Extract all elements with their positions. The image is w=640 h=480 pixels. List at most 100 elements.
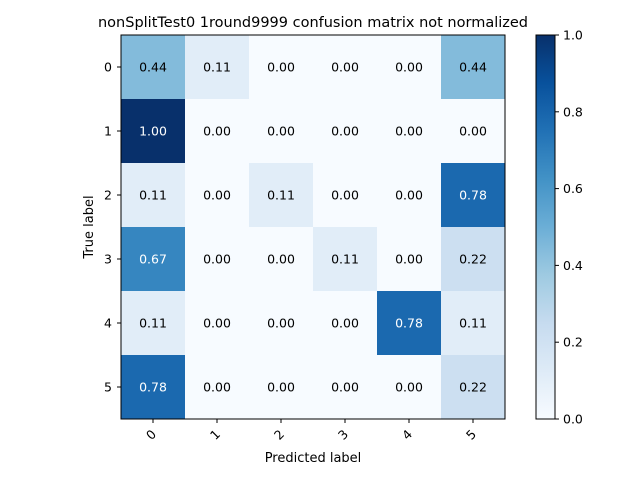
colorbar-tick-label: 0.8: [563, 104, 583, 119]
heatmap-cell: [441, 99, 506, 164]
heatmap-cell: [185, 227, 250, 292]
y-axis-label: True label: [82, 195, 97, 259]
heatmap-cell: [377, 35, 442, 100]
heatmap-cell: [377, 291, 442, 356]
heatmap-cell: [249, 99, 314, 164]
cell-value-label: 0.00: [331, 124, 359, 139]
cell-value-label: 0.67: [139, 252, 167, 267]
cell-value-label: 0.00: [267, 60, 295, 75]
heatmap-cell: [441, 163, 506, 228]
heatmap-cell: [377, 99, 442, 164]
cell-value-label: 0.00: [267, 124, 295, 139]
cell-value-label: 0.00: [395, 124, 423, 139]
cell-value-label: 0.00: [203, 252, 231, 267]
heatmap-cell: [377, 355, 442, 420]
cell-value-label: 0.11: [139, 316, 167, 331]
heatmap-cell: [377, 227, 442, 292]
colorbar-tick-label: 0.2: [563, 335, 583, 350]
cell-value-label: 0.00: [395, 252, 423, 267]
heatmap-cell: [249, 163, 314, 228]
heatmap-cell: [185, 355, 250, 420]
chart-title: nonSplitTest0 1round9999 confusion matri…: [98, 15, 528, 31]
heatmap-cell: [121, 291, 186, 356]
colorbar: [535, 34, 556, 420]
heatmap-cell: [185, 99, 250, 164]
cell-value-label: 0.00: [395, 380, 423, 395]
colorbar-ticks: 0.0 0.2 0.4 0.6 0.8 1.0: [555, 28, 583, 427]
cell-value-label: 0.22: [459, 252, 487, 267]
y-tick-label: 5: [104, 380, 112, 395]
x-tick-label: 3: [335, 427, 351, 443]
heatmap-cell: [313, 99, 378, 164]
heatmap-cell: [313, 163, 378, 228]
heatmap-cell: [121, 355, 186, 420]
cell-value-label: 0.00: [203, 188, 231, 203]
cell-value-label: 0.00: [203, 380, 231, 395]
cell-value-label: 0.00: [203, 316, 231, 331]
cell-value-label: 0.00: [267, 380, 295, 395]
x-tick-label: 1: [207, 427, 223, 443]
heatmap-cell: [249, 227, 314, 292]
y-tick-label: 0: [104, 60, 112, 75]
cell-value-label: 0.00: [331, 60, 359, 75]
cell-value-label: 0.00: [395, 60, 423, 75]
heatmap-cell: [249, 35, 314, 100]
cell-value-label: 0.11: [139, 188, 167, 203]
y-axis-ticks: 0 1 2 3 4 5: [104, 60, 121, 395]
heatmap-cells: [121, 35, 506, 420]
heatmap-cell: [313, 227, 378, 292]
y-tick-label: 4: [104, 316, 112, 331]
heatmap-cell: [313, 291, 378, 356]
heatmap-cell: [121, 35, 186, 100]
heatmap-cell-labels: 0.44 0.11 0.00 0.00 0.00 0.44 1.00 0.00 0.00 0.00…: [139, 60, 487, 395]
cell-value-label: 0.11: [203, 60, 231, 75]
heatmap-cell: [121, 227, 186, 292]
y-tick-label: 2: [104, 188, 112, 203]
cell-value-label: 0.00: [267, 316, 295, 331]
plot-frame: [120, 34, 506, 420]
heatmap-cell: [313, 35, 378, 100]
heatmap-cell: [121, 163, 186, 228]
cell-value-label: 0.11: [267, 188, 295, 203]
heatmap-cell: [185, 163, 250, 228]
y-tick-label: 1: [104, 124, 112, 139]
heatmap-cell: [121, 99, 186, 164]
cell-value-label: 0.00: [331, 188, 359, 203]
heatmap-cell: [249, 291, 314, 356]
cell-value-label: 1.00: [139, 124, 167, 139]
cell-value-label: 0.44: [459, 60, 487, 75]
colorbar-tick-label: 0.6: [563, 181, 583, 196]
colorbar-tick-label: 0.0: [563, 412, 583, 427]
heatmap-cell: [249, 355, 314, 420]
cell-value-label: 0.00: [395, 188, 423, 203]
x-tick-label: 5: [463, 427, 479, 443]
cell-value-label: 0.78: [139, 380, 167, 395]
x-tick-label: 4: [399, 426, 415, 442]
cell-value-label: 0.78: [459, 188, 487, 203]
cell-value-label: 0.00: [267, 252, 295, 267]
heatmap-cell: [377, 163, 442, 228]
heatmap-cell: [185, 35, 250, 100]
cell-value-label: 0.00: [203, 124, 231, 139]
cell-value-label: 0.78: [395, 316, 423, 331]
x-tick-label: 2: [271, 427, 287, 443]
cell-value-label: 0.00: [331, 316, 359, 331]
heatmap-cell: [441, 355, 506, 420]
heatmap-cell: [313, 355, 378, 420]
heatmap-cell: [441, 291, 506, 356]
cell-value-label: 0.11: [331, 252, 359, 267]
x-tick-label: 0: [143, 426, 159, 442]
colorbar-tick-label: 0.4: [563, 258, 583, 273]
y-tick-label: 3: [104, 252, 112, 267]
cell-value-label: 0.00: [459, 124, 487, 139]
cell-value-label: 0.00: [331, 380, 359, 395]
x-axis-label: Predicted label: [265, 451, 362, 466]
cell-value-label: 0.11: [459, 316, 487, 331]
heatmap-cell: [441, 227, 506, 292]
cell-value-label: 0.22: [459, 380, 487, 395]
cell-value-label: 0.44: [139, 60, 167, 75]
colorbar-tick-label: 1.0: [563, 28, 583, 43]
heatmap-cell: [185, 291, 250, 356]
x-axis-ticks: 0 1 2 3 4 5: [143, 419, 479, 443]
